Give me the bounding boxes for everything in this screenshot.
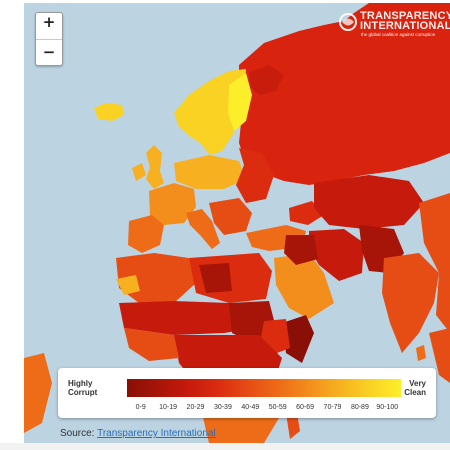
region-germany-poland [174,155,246,189]
region-central-asia [314,175,424,229]
map-frame[interactable]: + − TRANSPARENCY INTERNATIONAL the globa… [24,3,450,443]
region-arabia [274,253,334,319]
region-iran [309,229,364,281]
region-south-america-edge [24,353,52,433]
region-italy [186,209,220,249]
legend-tick-label: 50-59 [268,404,287,411]
region-ireland [132,163,146,181]
legend-tick-label: 30-39 [213,404,232,411]
region-baltics-belarus-ukraine [236,148,274,203]
legend-tick-label: 60-69 [296,404,315,411]
logo-text-line1: TRANSPARENCY [360,10,450,22]
region-libya [199,263,232,293]
region-sri-lanka [416,345,426,361]
region-somalia [282,315,314,363]
region-russia [239,3,450,185]
region-india [382,253,439,353]
region-iberia [128,215,164,253]
source-link[interactable]: Transparency International [97,428,216,439]
zoom-out-button[interactable]: − [36,39,62,65]
legend-tick-label: 40-49 [241,404,260,411]
bottom-bar [0,443,450,450]
logo-tagline: the global coalition against corruption [361,32,436,37]
legend-gradient [127,379,401,397]
transparency-logo: TRANSPARENCY INTERNATIONAL the global co… [338,9,450,39]
legend-right-label: Very Clean [404,379,426,397]
zoom-control: + − [35,12,63,66]
logo-text-line2: INTERNATIONAL [360,20,450,32]
region-east-asia [419,193,450,333]
region-france-benelux [149,183,196,225]
region-kola [249,65,284,95]
globe-logo-icon [339,13,357,31]
region-scandinavia [174,69,246,155]
region-balkans [209,198,252,235]
region-uk [146,145,164,189]
legend-color-scale [127,379,401,397]
legend-tick-label: 90-100 [376,404,399,411]
legend: Highly Corrupt 0-9 10-19 20-29 30-39 40-49 50… [58,368,436,418]
legend-left-label: Highly Corrupt [68,379,98,397]
legend-tick-label: 70-79 [323,404,342,411]
source-credit: Source: Transparency International [60,428,216,439]
region-western-sahara [116,275,140,295]
legend-tick-label: 0-9 [135,404,146,411]
legend-tick-labels: 0-9 10-19 20-29 30-39 40-49 50-59 60-69 70-79 80… [127,404,401,414]
region-se-asia [429,328,450,383]
legend-tick-label: 10-19 [159,404,178,411]
source-prefix: Source: [60,428,95,439]
legend-tick-label: 20-29 [186,404,205,411]
region-finland [228,73,252,131]
region-iceland [94,103,124,121]
region-iraq-syria [284,235,318,265]
zoom-in-button[interactable]: + [42,13,56,31]
region-west-africa-coast [124,328,179,361]
legend-tick-label: 80-89 [350,404,369,411]
